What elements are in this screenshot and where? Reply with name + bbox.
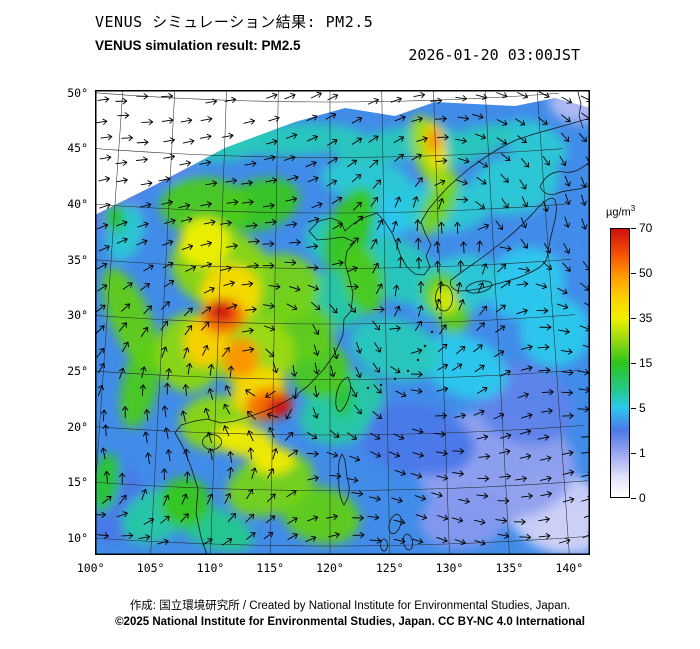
colorbar-tick-mark — [631, 408, 636, 409]
colorbar-tick-label: 5 — [639, 401, 646, 415]
lon-tick-label: 125° — [375, 561, 404, 575]
coastline-luzon — [338, 453, 350, 506]
colorbar-tick-mark — [631, 318, 636, 319]
coastline-shikoku — [465, 280, 493, 294]
coastline-kyushu — [435, 284, 453, 312]
colorbar-tick-mark — [631, 498, 636, 499]
page-title-japanese: VENUS シミュレーション結果: PM2.5 — [95, 13, 374, 31]
coastline-island — [380, 538, 388, 552]
map-canvas — [95, 90, 590, 555]
lon-tick-label: 100° — [76, 561, 105, 575]
coastline-ryukyu-islands — [366, 316, 442, 390]
lat-tick-label: 50° — [67, 85, 88, 100]
coastline-honshu — [450, 197, 557, 292]
lat-tick-label: 15° — [67, 475, 88, 490]
lon-tick-label: 110° — [196, 561, 225, 575]
colorbar-tick-label: 35 — [639, 311, 653, 325]
colorbar-tick-label: 1 — [639, 446, 646, 460]
graticule-layer — [95, 90, 590, 555]
coastline-sakhalin — [577, 91, 584, 129]
credit-line: 作成: 国立環境研究所 / Created by National Instit… — [129, 600, 571, 612]
wind-vector-layer — [95, 91, 590, 546]
lat-tick-label: 45° — [67, 141, 88, 156]
lon-tick-label: 130° — [435, 561, 464, 575]
lon-tick-label: 105° — [136, 561, 165, 575]
lon-tick-label: 140° — [555, 561, 584, 575]
colorbar-tick-label: 0 — [639, 491, 646, 505]
lat-tick-label: 30° — [67, 308, 88, 323]
coastline-island — [388, 513, 402, 535]
copyright-line: ©2025 National Institute for Environment… — [115, 616, 585, 628]
colorbar — [610, 228, 630, 498]
simulation-timestamp: 2026-01-20 03:00JST — [408, 46, 580, 64]
lat-tick-label: 40° — [67, 197, 88, 212]
lon-tick-label: 135° — [495, 561, 524, 575]
colorbar-tick-mark — [631, 273, 636, 274]
lat-tick-label: 35° — [67, 252, 88, 267]
lon-tick-label: 115° — [256, 561, 285, 575]
coastline-taiwan — [335, 376, 351, 412]
coastline-hokkaido — [539, 161, 590, 195]
colorbar-tick-mark — [631, 363, 636, 364]
colorbar-tick-label: 70 — [639, 221, 653, 235]
colorbar-tick-mark — [631, 453, 636, 454]
coastline-china-vietnam — [174, 212, 378, 555]
page-title-english: VENUS simulation result: PM2.5 — [95, 38, 301, 53]
colorbar-tick-label: 15 — [639, 356, 653, 370]
colorbar-tick-label: 50 — [639, 266, 653, 280]
colorbar-tick-mark — [631, 228, 636, 229]
colorbar-unit-label: µg/m3 — [606, 204, 636, 219]
lat-tick-label: 25° — [67, 364, 88, 379]
lon-tick-label: 120° — [316, 561, 344, 575]
map-frame — [95, 90, 590, 555]
lat-tick-label: 20° — [67, 419, 88, 434]
lat-tick-label: 10° — [67, 530, 88, 545]
